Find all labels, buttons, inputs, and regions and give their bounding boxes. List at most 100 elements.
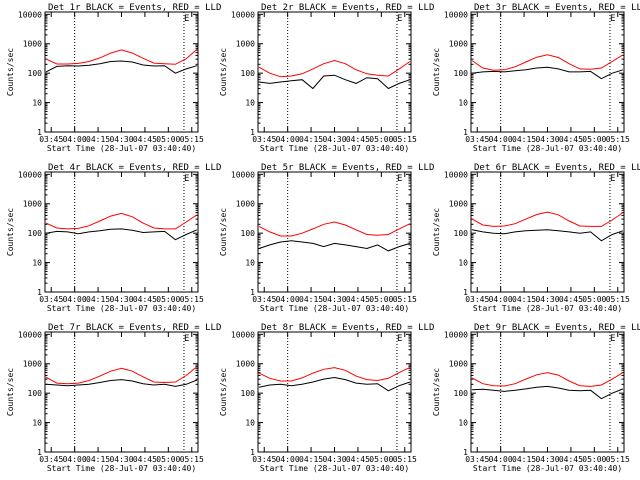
corner-label: E	[397, 334, 402, 344]
x-tick-label: 05:00	[156, 455, 180, 464]
lld-series-line	[258, 221, 411, 237]
x-axis-label: Start Time (28-Jul-07 03:40:40)	[260, 304, 409, 313]
x-tick-label: 05:15	[606, 455, 630, 464]
y-axis-label: Counts/sec	[219, 368, 228, 416]
y-tick-label: 10	[32, 99, 42, 108]
x-tick-label: 04:45	[559, 455, 583, 464]
x-tick-label: 04:00	[63, 135, 87, 144]
y-tick-label: 10000	[444, 170, 468, 179]
x-tick-label: 04:30	[535, 295, 559, 304]
x-tick-label: 03:45	[465, 455, 489, 464]
y-tick-label: 1	[250, 288, 255, 297]
y-tick-label: 1	[250, 448, 255, 457]
y-tick-label: 10	[245, 259, 255, 268]
x-tick-label: 04:45	[559, 135, 583, 144]
y-tick-label: 10000	[18, 170, 42, 179]
x-tick-label: 04:15	[512, 135, 536, 144]
x-tick-label: 05:00	[156, 135, 180, 144]
x-axis-label: Start Time (28-Jul-07 03:40:40)	[47, 304, 196, 313]
x-tick-label: 04:00	[276, 135, 300, 144]
y-tick-label: 10000	[18, 330, 42, 339]
x-tick-label: 04:45	[133, 135, 157, 144]
y-tick-label: 1000	[449, 200, 468, 209]
y-tick-label: 10000	[444, 10, 468, 19]
x-tick-label: 04:30	[109, 295, 133, 304]
y-tick-label: 10	[458, 419, 468, 428]
y-tick-label: 10000	[231, 330, 255, 339]
x-tick-label: 04:15	[512, 455, 536, 464]
y-axis-label: Counts/sec	[432, 368, 441, 416]
events-series-line	[471, 66, 624, 80]
chart-title: Det 4r BLACK = Events, RED = LLD	[48, 163, 221, 173]
y-tick-label: 1000	[236, 200, 255, 209]
y-tick-label: 10	[32, 419, 42, 428]
x-axis-label: Start Time (28-Jul-07 03:40:40)	[47, 464, 196, 473]
x-tick-label: 05:00	[369, 455, 393, 464]
corner-label: E	[610, 334, 615, 344]
x-tick-label: 04:45	[346, 135, 370, 144]
plot-frame	[470, 331, 625, 453]
y-tick-label: 1	[463, 128, 468, 137]
x-tick-label: 05:00	[369, 135, 393, 144]
x-tick-label: 04:15	[512, 295, 536, 304]
x-tick-label: 05:15	[606, 295, 630, 304]
y-tick-label: 1000	[23, 360, 42, 369]
events-series-line	[471, 385, 624, 400]
x-axis-label: Start Time (28-Jul-07 03:40:40)	[260, 464, 409, 473]
lld-series-line	[45, 212, 198, 230]
y-tick-label: 10	[458, 99, 468, 108]
x-tick-label: 04:15	[299, 455, 323, 464]
plot-frame	[470, 171, 625, 293]
corner-label: E	[184, 334, 189, 344]
y-tick-label: 1000	[449, 40, 468, 49]
y-tick-label: 100	[28, 389, 43, 398]
x-tick-label: 04:00	[63, 455, 87, 464]
y-axis-label: Counts/sec	[6, 208, 15, 256]
x-tick-label: 04:45	[346, 295, 370, 304]
x-tick-label: 03:45	[252, 295, 276, 304]
y-tick-label: 1000	[23, 40, 42, 49]
plot-frame	[470, 11, 625, 133]
x-tick-label: 04:15	[86, 295, 110, 304]
x-tick-label: 03:45	[252, 135, 276, 144]
y-tick-label: 100	[28, 69, 43, 78]
events-series-line	[45, 60, 198, 74]
lld-series-line	[471, 211, 624, 227]
y-axis-label: Counts/sec	[6, 48, 15, 96]
x-tick-label: 04:30	[322, 455, 346, 464]
corner-label: E	[397, 14, 402, 24]
y-tick-label: 10000	[18, 10, 42, 19]
x-tick-label: 05:15	[393, 295, 417, 304]
lld-series-line	[471, 372, 624, 387]
chart-title: Det 1r BLACK = Events, RED = LLD	[48, 3, 221, 13]
events-series-line	[45, 228, 198, 241]
x-tick-label: 05:00	[156, 295, 180, 304]
corner-label: E	[610, 14, 615, 24]
y-tick-label: 1	[463, 288, 468, 297]
lld-series-line	[258, 59, 411, 78]
x-tick-label: 05:00	[369, 295, 393, 304]
x-axis-label: Start Time (28-Jul-07 03:40:40)	[260, 144, 409, 153]
x-tick-label: 05:15	[606, 135, 630, 144]
chart-title: Det 3r BLACK = Events, RED = LLD	[474, 3, 640, 13]
x-tick-label: 04:00	[489, 455, 513, 464]
x-tick-label: 04:30	[535, 455, 559, 464]
x-tick-label: 04:30	[109, 455, 133, 464]
y-tick-label: 1000	[236, 360, 255, 369]
x-tick-label: 04:00	[489, 295, 513, 304]
x-tick-label: 05:15	[393, 135, 417, 144]
x-tick-label: 03:45	[465, 295, 489, 304]
x-tick-label: 04:15	[299, 295, 323, 304]
plot-frame	[257, 171, 412, 293]
y-tick-label: 1	[250, 128, 255, 137]
y-tick-label: 10000	[231, 10, 255, 19]
x-tick-label: 04:45	[133, 455, 157, 464]
corner-label: E	[184, 14, 189, 24]
x-axis-label: Start Time (28-Jul-07 03:40:40)	[473, 144, 622, 153]
chart-title: Det 9r BLACK = Events, RED = LLD	[474, 323, 640, 333]
x-tick-label: 04:00	[489, 135, 513, 144]
y-tick-label: 100	[241, 229, 256, 238]
y-tick-label: 1000	[449, 360, 468, 369]
chart-title: Det 6r BLACK = Events, RED = LLD	[474, 163, 640, 173]
chart-title: Det 8r BLACK = Events, RED = LLD	[261, 323, 434, 333]
